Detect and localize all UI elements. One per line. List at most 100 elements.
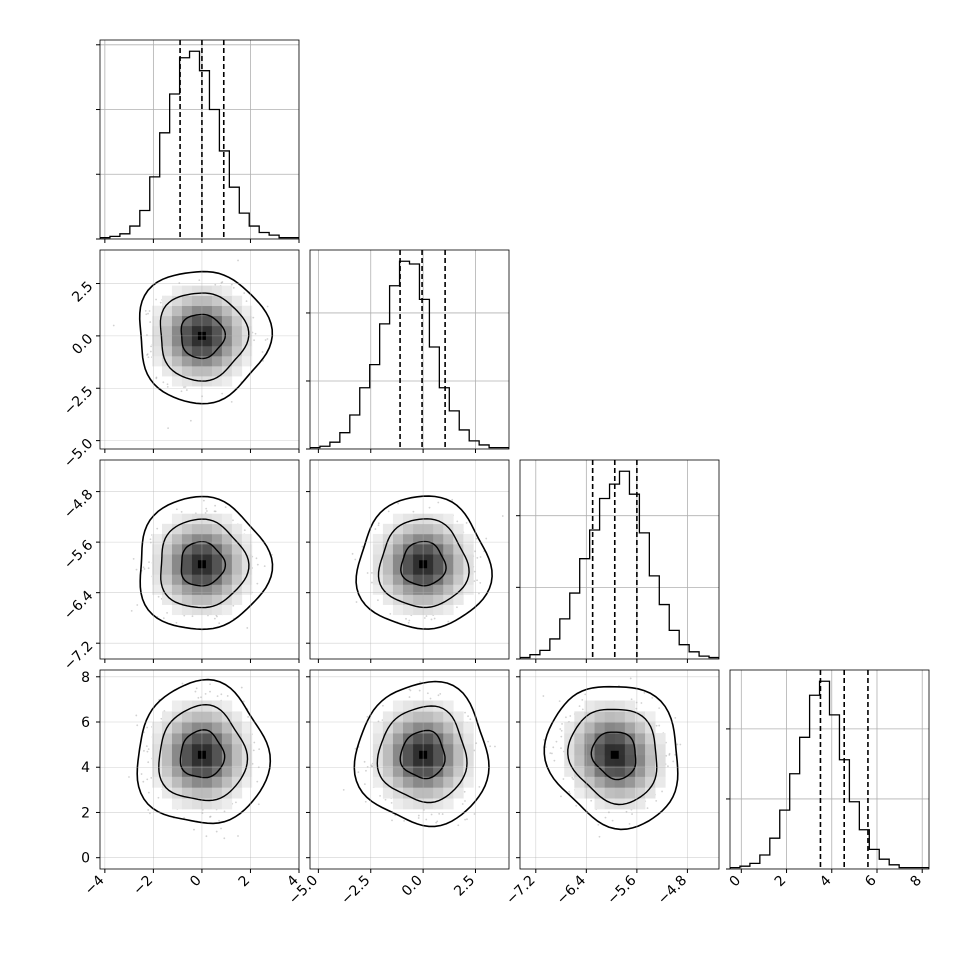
sample-point — [473, 813, 476, 815]
density-cell — [201, 295, 213, 307]
sample-point — [183, 614, 186, 617]
sample-point — [162, 381, 165, 384]
density-cell — [171, 523, 183, 535]
sample-point — [156, 527, 159, 530]
density-cell — [201, 523, 213, 535]
density-cell — [152, 325, 163, 337]
density-cell — [423, 544, 434, 555]
sample-point — [258, 748, 261, 751]
density-cell — [201, 765, 213, 777]
density-cell — [181, 574, 193, 585]
density-cell — [201, 776, 213, 788]
sample-point — [147, 312, 149, 315]
density-cell — [241, 335, 253, 347]
sample-point — [143, 568, 146, 570]
density-cell — [372, 544, 384, 555]
density-cell — [211, 376, 223, 387]
sample-point — [419, 681, 421, 683]
density-cell — [241, 554, 253, 565]
density-cell — [241, 765, 253, 777]
density-cell — [171, 554, 183, 565]
density-cell — [453, 544, 464, 555]
sample-point — [159, 301, 162, 304]
sample-point — [457, 824, 460, 827]
sample-point — [417, 814, 420, 817]
sample-point — [150, 345, 152, 348]
density-cell — [413, 554, 424, 565]
density-cell — [423, 523, 434, 535]
sample-point — [142, 780, 145, 783]
density-cell — [152, 355, 163, 367]
density-cell — [241, 315, 253, 327]
sample-point — [467, 715, 469, 718]
density-cell — [181, 711, 193, 723]
sample-point — [254, 332, 257, 335]
density-cell — [181, 513, 193, 525]
density-cell — [181, 335, 193, 347]
contour-level-2 — [180, 540, 227, 587]
density-cell — [171, 722, 183, 734]
density-cell — [241, 743, 253, 756]
density-cell — [382, 594, 394, 605]
density-cell — [221, 305, 233, 317]
density-cell — [161, 594, 173, 605]
sample-point — [175, 508, 178, 511]
density-cell — [392, 523, 404, 535]
density-cell — [171, 754, 183, 766]
density-cell — [231, 754, 243, 766]
density-cell — [161, 295, 173, 307]
sample-point — [132, 557, 135, 560]
density-cell — [191, 544, 203, 555]
density-cell — [241, 305, 253, 317]
contour-level-1 — [160, 518, 250, 609]
density-cell — [161, 345, 173, 357]
sample-point — [403, 819, 405, 822]
sample-point — [430, 618, 433, 621]
density-cell — [201, 722, 213, 734]
sample-point — [235, 801, 237, 804]
density-cell — [171, 574, 183, 585]
density-cell — [171, 743, 183, 756]
panel-0-0 — [96, 39, 300, 243]
density-cell — [423, 564, 434, 575]
sample-point — [377, 524, 380, 527]
density-cell — [231, 594, 243, 605]
density-cell — [221, 733, 233, 745]
density-cell — [221, 594, 233, 605]
density-cell — [211, 722, 223, 734]
histogram-0 — [100, 50, 299, 239]
density-cell — [191, 345, 203, 357]
density-cell — [211, 285, 223, 296]
sample-point — [409, 689, 412, 692]
density-cell — [403, 533, 414, 545]
sample-point — [162, 617, 165, 620]
sample-point — [209, 690, 211, 693]
density-cell — [413, 564, 424, 575]
panel-content — [520, 460, 719, 659]
panel-frame — [99, 669, 300, 870]
density-cell — [221, 544, 233, 555]
sample-point — [257, 803, 260, 806]
density-cell — [201, 733, 213, 745]
panel-2-1 — [306, 459, 510, 663]
density-cell — [211, 754, 223, 766]
density-cell — [152, 776, 163, 788]
density-cell — [181, 533, 193, 545]
density-cell — [181, 776, 193, 788]
sample-point — [428, 506, 431, 509]
sample-point — [148, 310, 151, 312]
sample-point — [261, 351, 264, 353]
density-cell — [171, 544, 183, 555]
sample-point — [246, 627, 249, 629]
density-cell — [403, 554, 414, 565]
density-cell — [181, 754, 193, 766]
sample-point — [364, 800, 367, 803]
density-cell — [201, 798, 213, 810]
density-cell — [201, 305, 213, 317]
density-cell — [152, 345, 163, 357]
density-cell — [171, 315, 183, 327]
density-cell — [231, 335, 243, 347]
sample-point — [130, 609, 133, 612]
sample-point — [379, 794, 381, 797]
sample-point — [216, 615, 218, 618]
